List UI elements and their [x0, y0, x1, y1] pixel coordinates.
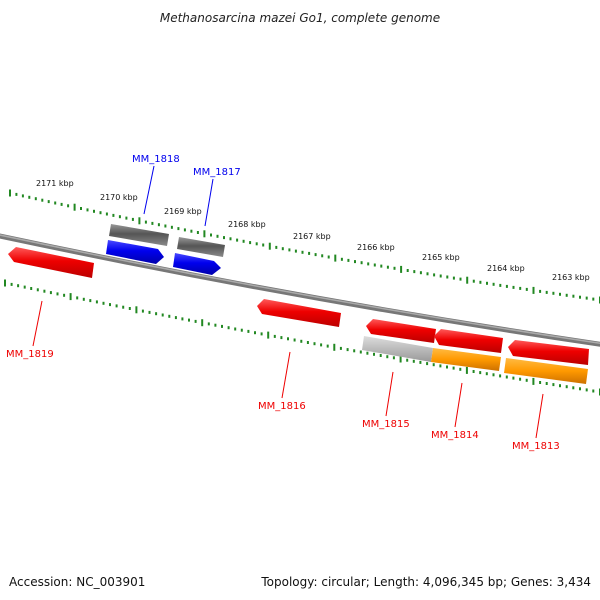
kbp-label: 2171 kbp: [36, 179, 74, 188]
gene-label[interactable]: MM_1815: [362, 419, 410, 430]
gene-feature-gray[interactable]: [109, 224, 169, 246]
minus-strand-features: [8, 247, 589, 384]
kbp-label: 2163 kbp: [552, 273, 590, 282]
genome-backbone: [0, 233, 600, 347]
outer-tick-scale: [9, 189, 600, 304]
gene-MM_1813-upper[interactable]: [508, 340, 589, 365]
leader-line: [143, 165, 155, 215]
leader-line: [535, 393, 544, 439]
gene-MM_1817[interactable]: [173, 253, 221, 275]
gene-label[interactable]: MM_1813: [512, 441, 560, 452]
gene-MM_1814-upper[interactable]: [434, 329, 503, 353]
kbp-labels: 2171 kbp 2170 kbp 2169 kbp 2168 kbp 2167…: [36, 179, 590, 282]
accession-text: Accession: NC_003901: [9, 575, 145, 589]
gene-MM_1815-upper[interactable]: [366, 319, 436, 343]
leader-line: [32, 300, 43, 347]
gene-feature-gray[interactable]: [177, 237, 225, 257]
leader-line: [281, 351, 291, 399]
leader-line: [385, 371, 394, 417]
gene-MM_1819[interactable]: [8, 247, 94, 278]
gene-label[interactable]: MM_1817: [193, 167, 241, 178]
gene-label[interactable]: MM_1814: [431, 430, 479, 441]
gene-MM_1818[interactable]: [106, 240, 164, 264]
gene-feature-light[interactable]: [362, 336, 433, 362]
gene-label[interactable]: MM_1816: [258, 401, 306, 412]
kbp-label: 2168 kbp: [228, 220, 266, 229]
kbp-label: 2170 kbp: [100, 193, 138, 202]
kbp-label: 2169 kbp: [164, 207, 202, 216]
gene-MM_1816[interactable]: [257, 299, 341, 327]
genome-backbone-highlight: [0, 234, 600, 345]
kbp-label: 2164 kbp: [487, 264, 525, 273]
plus-strand-features: [106, 224, 225, 275]
gene-labels: MM_1818 MM_1817 MM_1819 MM_1816 MM_1815 …: [6, 154, 560, 452]
genome-info-text: Topology: circular; Length: 4,096,345 bp…: [260, 575, 591, 589]
gene-label[interactable]: MM_1819: [6, 349, 54, 360]
kbp-label: 2165 kbp: [422, 253, 460, 262]
gene-feature-orange[interactable]: [504, 358, 588, 384]
map-title: Methanosarcina mazei Go1, complete genom…: [160, 11, 440, 25]
gene-feature-orange[interactable]: [431, 348, 501, 371]
inner-tick-scale: [4, 279, 600, 396]
kbp-label: 2166 kbp: [357, 243, 395, 252]
leader-line: [204, 178, 214, 227]
leader-line: [454, 382, 463, 428]
kbp-label: 2167 kbp: [293, 232, 331, 241]
label-leaders: [32, 165, 544, 439]
gene-label[interactable]: MM_1818: [132, 154, 180, 165]
